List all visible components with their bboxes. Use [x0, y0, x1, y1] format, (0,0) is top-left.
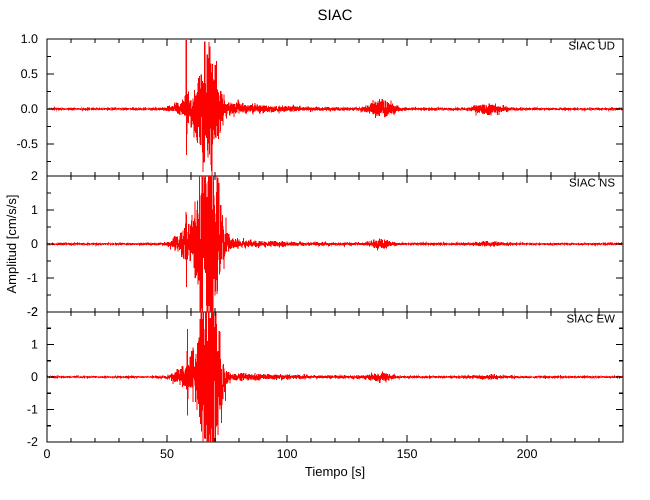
svg-text:2: 2	[31, 305, 38, 319]
svg-text:Amplitud [cm/s/s]: Amplitud [cm/s/s]	[4, 195, 19, 294]
svg-text:SIAC: SIAC	[317, 7, 352, 24]
svg-text:-2: -2	[27, 435, 38, 449]
svg-text:50: 50	[160, 447, 174, 461]
svg-text:1.0: 1.0	[21, 32, 38, 46]
svg-text:150: 150	[397, 447, 418, 461]
svg-text:100: 100	[277, 447, 298, 461]
svg-text:SIAC UD: SIAC UD	[568, 41, 615, 53]
svg-text:0.0: 0.0	[21, 102, 38, 116]
svg-text:0: 0	[31, 370, 38, 384]
svg-text:Tiempo [s]: Tiempo [s]	[305, 464, 365, 479]
svg-text:1: 1	[31, 338, 38, 352]
svg-text:1: 1	[31, 203, 38, 217]
svg-text:-1: -1	[27, 403, 38, 417]
svg-text:0: 0	[31, 237, 38, 251]
svg-text:SIAC EW: SIAC EW	[566, 314, 615, 326]
svg-text:-0.5: -0.5	[16, 137, 38, 151]
svg-text:2: 2	[31, 169, 38, 183]
svg-text:0: 0	[44, 447, 51, 461]
svg-text:-1: -1	[27, 271, 38, 285]
svg-text:SIAC NS: SIAC NS	[569, 178, 615, 190]
svg-text:200: 200	[517, 447, 538, 461]
svg-text:0.5: 0.5	[21, 67, 38, 81]
